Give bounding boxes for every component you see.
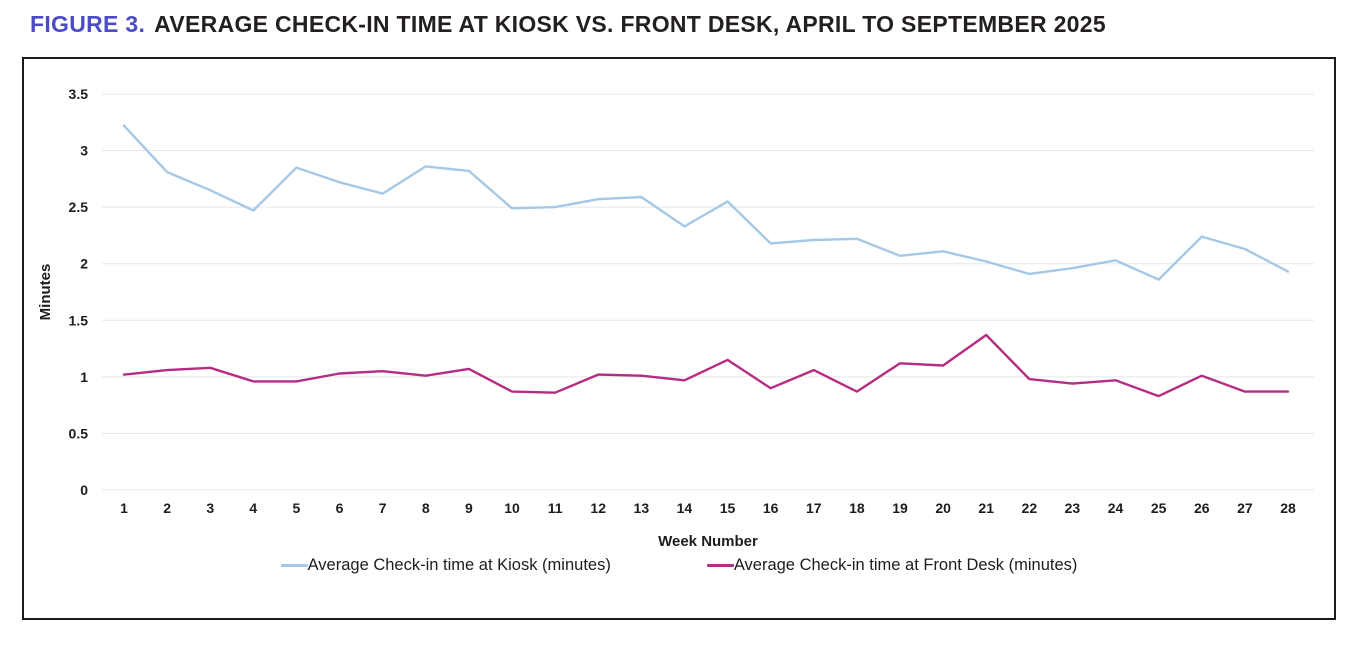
figure-label: FIGURE 3. [30,11,146,37]
legend-label-kiosk: Average Check-in time at Kiosk (minutes) [307,556,611,574]
y-tick-label: 3 [80,143,88,159]
x-tick-label: 25 [1151,500,1167,516]
y-tick-label: 2 [80,256,88,272]
legend-item-front-desk: Average Check-in time at Front Desk (min… [706,556,1078,575]
y-tick-label: 2.5 [69,199,89,215]
x-tick-label: 17 [806,500,822,516]
y-tick-label: 0 [80,482,88,498]
x-tick-label: 13 [634,500,650,516]
x-tick-label: 14 [677,500,693,516]
y-tick-label: 1.5 [69,312,89,328]
x-tick-label: 23 [1065,500,1081,516]
x-tick-label: 15 [720,500,736,516]
legend-item-kiosk: Average Check-in time at Kiosk (minutes) [280,556,611,575]
x-tick-label: 28 [1280,500,1296,516]
x-tick-label: 7 [379,500,387,516]
x-tick-label: 6 [336,500,344,516]
front-desk-line-swatch [706,564,734,567]
x-tick-label: 16 [763,500,779,516]
kiosk-line-swatch [280,564,308,567]
x-tick-label: 27 [1237,500,1253,516]
y-tick-label: 1 [80,369,88,385]
x-tick-label: 24 [1108,500,1124,516]
x-tick-label: 5 [293,500,301,516]
x-tick-label: 10 [504,500,520,516]
x-tick-label: 3 [206,500,214,516]
legend-label-front-desk: Average Check-in time at Front Desk (min… [733,556,1078,574]
figure-title: FIGURE 3. AVERAGE CHECK-IN TIME AT KIOSK … [30,11,1106,38]
kiosk-series-line [122,124,1290,281]
x-tick-label: 22 [1022,500,1038,516]
x-axis-title: Week Number [658,533,758,550]
x-tick-label: 11 [548,500,563,516]
x-tick-label: 12 [590,500,606,516]
x-tick-label: 9 [465,500,473,516]
x-tick-label: 2 [163,500,171,516]
series-lines [122,124,1290,398]
x-axis-ticks: 1 2 3 4 5 6 7 8 9 10 11 12 13 14 15 16 17 18 19 20 21 22 23 24 2… [120,500,1296,516]
y-axis-title: Minutes [37,264,54,321]
x-tick-label: 8 [422,500,430,516]
chart-frame: 0 0.5 1 1.5 2 2.5 3 3.5 1 2 3 4 5 6 7 8 9 10 11 12 13 14 15 16… [22,57,1336,620]
x-tick-label: 26 [1194,500,1210,516]
x-tick-label: 4 [249,500,257,516]
gridlines [102,93,1314,491]
x-tick-label: 21 [978,500,994,516]
y-tick-label: 3.5 [69,86,89,102]
x-tick-label: 19 [892,500,908,516]
figure-title-text: AVERAGE CHECK-IN TIME AT KIOSK VS. FRONT… [154,11,1106,37]
y-axis-ticks: 0 0.5 1 1.5 2 2.5 3 3.5 [69,86,89,498]
front-desk-series-line [122,333,1290,398]
x-tick-label: 20 [935,500,951,516]
x-tick-label: 18 [849,500,865,516]
legend: Average Check-in time at Kiosk (minutes)… [24,556,1334,575]
y-tick-label: 0.5 [69,425,89,441]
x-tick-label: 1 [120,500,128,516]
line-chart: 00.511.522.533.5 1 2 3 4 5 6 7 8 9 10 11 12 13 14 15 16… [37,86,1314,550]
